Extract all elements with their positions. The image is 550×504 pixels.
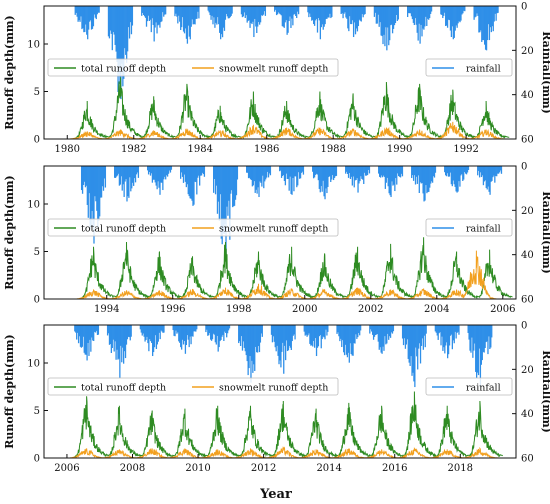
chart-panel-2: 0 5 10 0 20 40 60 1994 1996 1998 2000 2002 2004 2006 R… (3, 162, 550, 316)
x-tick-label: 2012 (251, 463, 276, 474)
x-tick-label: 2010 (185, 463, 210, 474)
right-tick-label: 20 (521, 365, 534, 376)
x-tick-label: 2004 (424, 304, 449, 315)
x-tick-label: 2006 (54, 463, 79, 474)
x-tick-label: 1994 (94, 304, 119, 315)
legend-label-snowmelt: snowmelt runoff depth (219, 383, 328, 394)
plot-frame (43, 5, 517, 140)
legend-label-total: total runoff depth (81, 224, 166, 235)
right-axis-label: Rainfall(mm) (540, 191, 550, 274)
left-axis-label: Runoff depth(mm) (3, 175, 16, 289)
x-tick-label: 1996 (160, 304, 185, 315)
right-axis-label: Rainfall(mm) (540, 31, 550, 114)
snowmelt-runoff-line (63, 250, 513, 300)
rainfall-series (80, 166, 503, 257)
right-tick-label: 0 (521, 2, 527, 13)
right-tick-label: 60 (521, 295, 534, 306)
left-tick-label: 10 (27, 40, 40, 51)
left-tick-label: 0 (34, 295, 40, 306)
right-tick-label: 0 (521, 162, 527, 173)
x-tick-label: 2000 (292, 304, 317, 315)
left-tick-label: 5 (34, 247, 40, 258)
legend-left: total runoff depth snowmelt runoff depth (47, 377, 339, 396)
left-tick-label: 10 (27, 359, 40, 370)
legend-label-total: total runoff depth (81, 383, 166, 394)
plot-frame (43, 324, 517, 459)
x-tick-label: 2016 (382, 463, 407, 474)
right-tick-label: 20 (521, 46, 534, 57)
x-tick-label: 1984 (187, 144, 212, 155)
right-tick-label: 60 (521, 454, 534, 465)
legend-box (425, 58, 513, 77)
x-tick-label: 2014 (316, 463, 341, 474)
legend-box (425, 377, 513, 396)
left-tick-label: 0 (34, 135, 40, 146)
x-tick-label: 1988 (320, 144, 345, 155)
legend-label-snowmelt: snowmelt runoff depth (219, 64, 328, 75)
rainfall-series (74, 6, 499, 100)
right-tick-label: 60 (521, 135, 534, 146)
x-tick-label: 1986 (254, 144, 279, 155)
legend-right: rainfall (425, 218, 513, 237)
left-tick-label: 5 (34, 87, 40, 98)
legend-box (425, 218, 513, 237)
chart-panel-1: 0 5 10 0 20 40 60 1980 1982 1984 1986 1988 1990 1992 R… (3, 2, 550, 156)
x-tick-label: 2006 (490, 304, 515, 315)
legend-label-rainfall: rainfall (466, 383, 501, 394)
legend-label-rainfall: rainfall (466, 64, 501, 75)
right-tick-label: 40 (521, 409, 534, 420)
right-tick-label: 20 (521, 206, 534, 217)
x-tick-label: 1990 (387, 144, 412, 155)
rainfall-series (74, 325, 493, 388)
total-runoff-line (57, 77, 510, 140)
total-runoff-line (63, 237, 513, 300)
left-axis-label: Runoff depth(mm) (3, 15, 16, 129)
left-tick-label: 10 (27, 200, 40, 211)
plot-frame (43, 165, 517, 300)
right-axis-label: Rainfall(mm) (540, 350, 550, 433)
legend-right: rainfall (425, 377, 513, 396)
right-tick-label: 0 (521, 321, 527, 332)
x-tick-label: 1982 (121, 144, 146, 155)
total-runoff-line (57, 391, 503, 459)
legend-label-snowmelt: snowmelt runoff depth (219, 224, 328, 235)
legend-label-rainfall: rainfall (466, 224, 501, 235)
x-axis-label: Year (259, 487, 292, 502)
x-tick-label: 2008 (120, 463, 145, 474)
legend-left: total runoff depth snowmelt runoff depth (47, 218, 339, 237)
right-tick-label: 40 (521, 90, 534, 101)
left-tick-label: 0 (34, 454, 40, 465)
legend-right: rainfall (425, 58, 513, 77)
x-tick-label: 2002 (358, 304, 383, 315)
left-axis-label: Runoff depth(mm) (3, 334, 16, 448)
x-tick-label: 1998 (226, 304, 251, 315)
chart-panel-3: 0 5 10 0 20 40 60 2006 2008 2010 2012 2014 2016 2018 R… (3, 321, 550, 475)
left-tick-label: 5 (34, 406, 40, 417)
legend-label-total: total runoff depth (81, 64, 166, 75)
x-tick-label: 2018 (448, 463, 473, 474)
legend-left: total runoff depth snowmelt runoff depth (47, 58, 339, 77)
x-tick-label: 1980 (55, 144, 80, 155)
x-tick-label: 1992 (453, 144, 478, 155)
right-tick-label: 40 (521, 250, 534, 261)
